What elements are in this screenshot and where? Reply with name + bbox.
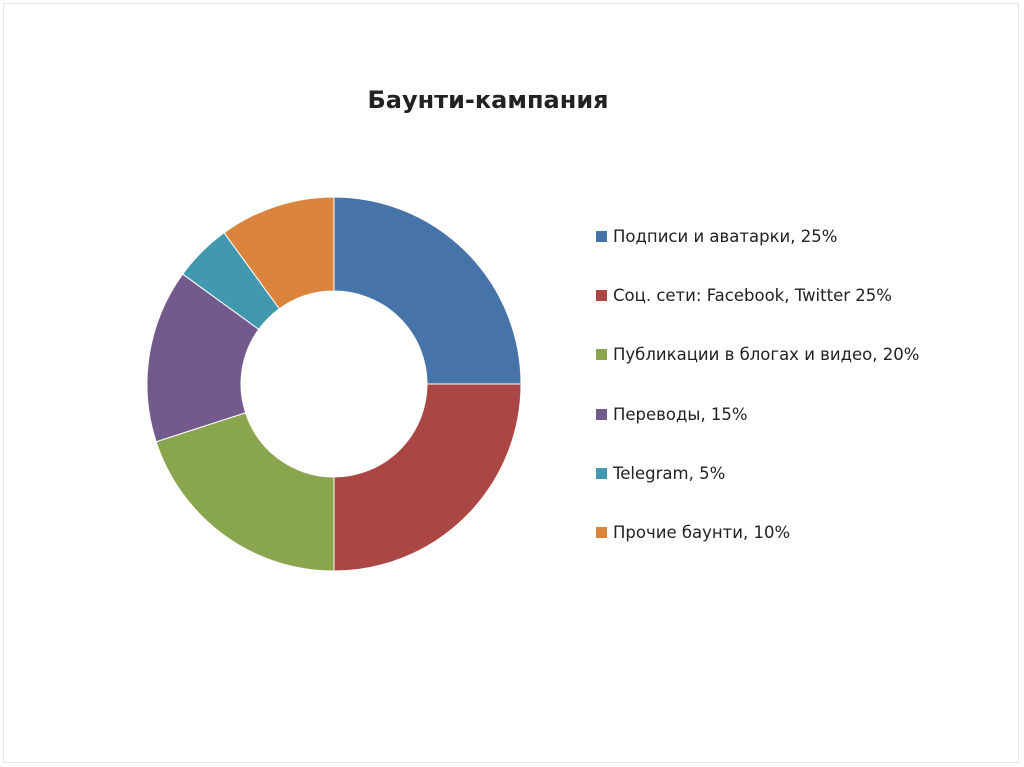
legend-label: Прочие баунти, 10% [613, 523, 791, 543]
legend-swatch [596, 289, 607, 301]
legend-label: Telegram, 5% [613, 464, 726, 484]
legend-swatch [596, 468, 607, 480]
legend-item-6: Прочие баунти, 10% [596, 521, 1016, 545]
legend-swatch [596, 230, 607, 242]
legend-label: Соц. сети: Facebook, Twitter 25% [613, 285, 892, 305]
chart-legend: Подписи и аватарки, 25% Соц. сети: Facebo… [596, 224, 1016, 580]
legend-swatch [596, 408, 607, 420]
legend-item-5: Telegram, 5% [596, 462, 1016, 486]
donut-slice-6 [223, 196, 335, 310]
legend-item-3: Публикации в блогах и видео, 20% [596, 343, 1016, 367]
donut-slice-1 [333, 196, 522, 385]
legend-label: Переводы, 15% [613, 404, 748, 424]
chart-title: Баунти-кампания [367, 86, 609, 114]
legend-item-4: Переводы, 15% [596, 402, 1016, 426]
legend-item-2: Соц. сети: Facebook, Twitter 25% [596, 283, 1016, 307]
legend-swatch [596, 527, 607, 539]
legend-item-1: Подписи и аватарки, 25% [596, 224, 1016, 248]
donut-slice-3 [155, 412, 335, 572]
donut-slice-4 [146, 273, 260, 443]
legend-swatch [596, 349, 607, 361]
legend-label: Публикации в блогах и видео, 20% [613, 345, 920, 365]
legend-label: Подписи и аватарки, 25% [613, 226, 838, 246]
donut-slice-2 [333, 383, 522, 572]
